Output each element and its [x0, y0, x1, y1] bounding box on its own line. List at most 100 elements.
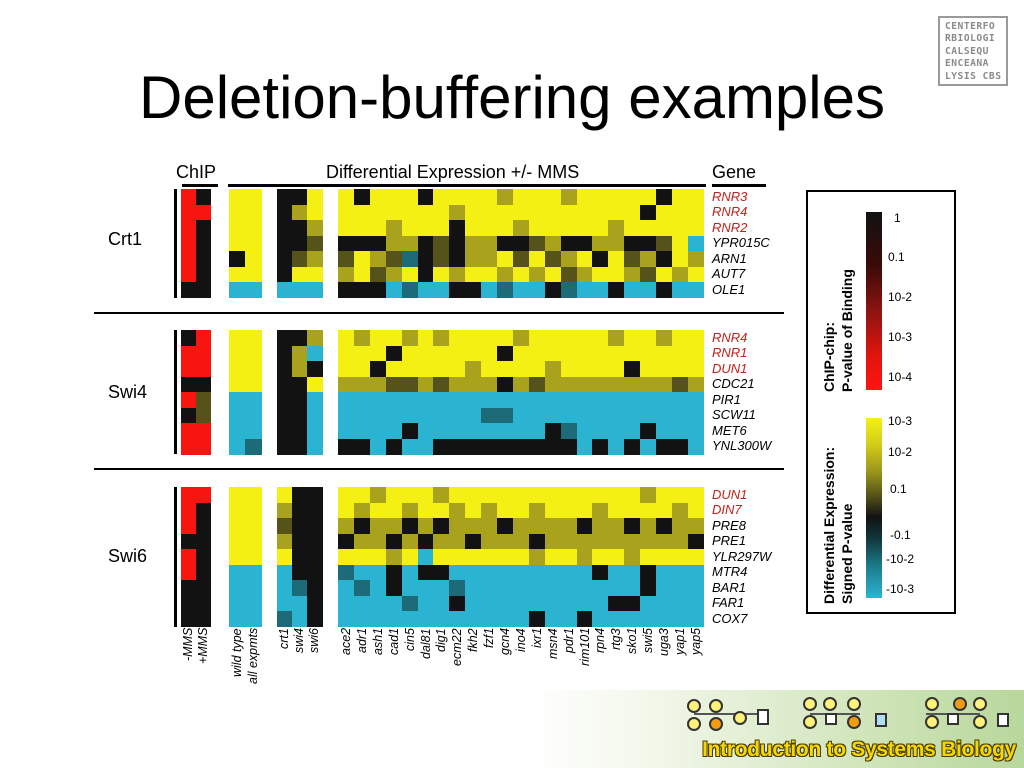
- deletion-cell: [528, 235, 546, 252]
- deletion-condition-label: rtg3: [609, 628, 624, 650]
- group-bracket: [174, 330, 177, 454]
- deletion-cell: [640, 235, 657, 252]
- deletion-condition-label: rim101: [577, 627, 592, 666]
- deletion-cell: [465, 204, 482, 221]
- mutant-cell: [307, 251, 323, 268]
- deletion-cell: [544, 487, 562, 504]
- chip-cell: [196, 595, 211, 612]
- mutant-cell: [307, 533, 323, 550]
- deletion-cell: [592, 533, 609, 550]
- deletion-cell: [656, 533, 673, 550]
- deletion-cell: [401, 407, 419, 424]
- chip-cell: [196, 580, 211, 597]
- deletion-cell: [369, 423, 387, 440]
- deletion-cell: [671, 266, 689, 283]
- wt-cell: [245, 407, 262, 424]
- deletion-cell: [576, 266, 593, 283]
- deletion-cell: [512, 204, 530, 221]
- deletion-cell: [624, 220, 641, 237]
- deletion-cell: [576, 487, 593, 504]
- wt-cell: [229, 266, 246, 283]
- deletion-cell: [544, 533, 562, 550]
- deletion-cell: [385, 487, 403, 504]
- deletion-cell: [497, 235, 514, 252]
- wt-cell: [229, 392, 246, 409]
- deletion-cell: [369, 376, 387, 393]
- deletion-cell: [353, 376, 371, 393]
- deletion-cell: [449, 564, 466, 581]
- deletion-cell: [353, 189, 371, 206]
- deletion-cell: [353, 282, 371, 299]
- deletion-cell: [512, 330, 530, 347]
- deletion-cell: [640, 549, 657, 566]
- deletion-cell: [338, 266, 355, 283]
- deletion-cell: [624, 549, 641, 566]
- deletion-cell: [417, 235, 434, 252]
- wt-cell: [245, 266, 262, 283]
- deletion-cell: [656, 266, 673, 283]
- gene-header-rule: [712, 184, 766, 187]
- deletion-cell: [640, 330, 657, 347]
- deletion-cell: [481, 282, 498, 299]
- deletion-cell: [687, 361, 705, 378]
- deletion-cell: [687, 266, 705, 283]
- deletion-condition-label: sko1: [625, 627, 640, 654]
- deletion-cell: [449, 345, 466, 362]
- mutant-cell: [277, 438, 293, 455]
- chip-cell: [196, 251, 211, 268]
- deletion-cell: [560, 330, 578, 347]
- deletion-cell: [449, 204, 466, 221]
- deletion-cell: [481, 549, 498, 566]
- deletion-cell: [417, 220, 434, 237]
- deletion-cell: [544, 580, 562, 597]
- deletion-cell: [640, 345, 657, 362]
- deletion-cell: [417, 407, 434, 424]
- deletion-cell: [640, 533, 657, 550]
- gene-label: MTR4: [712, 564, 748, 579]
- deletion-cell: [497, 564, 514, 581]
- wt-cell: [229, 438, 246, 455]
- wt-cell: [229, 376, 246, 393]
- deletion-cell: [465, 376, 482, 393]
- deletion-cell: [671, 392, 689, 409]
- chip-tick: 0.1: [888, 250, 905, 264]
- chip-cell: [196, 282, 211, 299]
- mutant-cell: [292, 549, 308, 566]
- mutant-cell: [277, 376, 293, 393]
- deletion-cell: [544, 266, 562, 283]
- deletion-cell: [401, 595, 419, 612]
- deletion-cell: [417, 487, 434, 504]
- deletion-cell: [687, 345, 705, 362]
- deletion-cell: [608, 251, 625, 268]
- chip-cell: [181, 189, 196, 206]
- deletion-cell: [560, 204, 578, 221]
- legend-box: ChIP-chip: P-value of Binding 1 0.1 10-2…: [806, 190, 956, 614]
- mutant-cell: [307, 549, 323, 566]
- chip-legend-title: ChIP-chip: P-value of Binding: [820, 269, 856, 392]
- wt-cell: [245, 204, 262, 221]
- deletion-cell: [433, 282, 450, 299]
- gene-label: SCW11: [712, 407, 756, 422]
- chip-cell: [196, 204, 211, 221]
- deletion-cell: [544, 235, 562, 252]
- deletion-cell: [576, 204, 593, 221]
- deletion-cell: [624, 345, 641, 362]
- deletion-cell: [417, 423, 434, 440]
- deletion-cell: [624, 282, 641, 299]
- deletion-cell: [433, 361, 450, 378]
- wt-cell: [245, 595, 262, 612]
- deletion-cell: [592, 330, 609, 347]
- deletion-cell: [687, 518, 705, 535]
- chip-cell: [181, 282, 196, 299]
- deletion-cell: [465, 533, 482, 550]
- chip-legend-title-line2: P-value of Binding: [839, 269, 855, 392]
- wt-cell: [245, 220, 262, 237]
- deletion-cell: [465, 487, 482, 504]
- deletion-cell: [592, 502, 609, 519]
- deletion-cell: [640, 438, 657, 455]
- deletion-condition-label: pdr1: [561, 627, 576, 653]
- deletion-cell: [687, 189, 705, 206]
- de-tick: 0.1: [890, 482, 907, 496]
- deletion-cell: [687, 251, 705, 268]
- deletion-cell: [449, 533, 466, 550]
